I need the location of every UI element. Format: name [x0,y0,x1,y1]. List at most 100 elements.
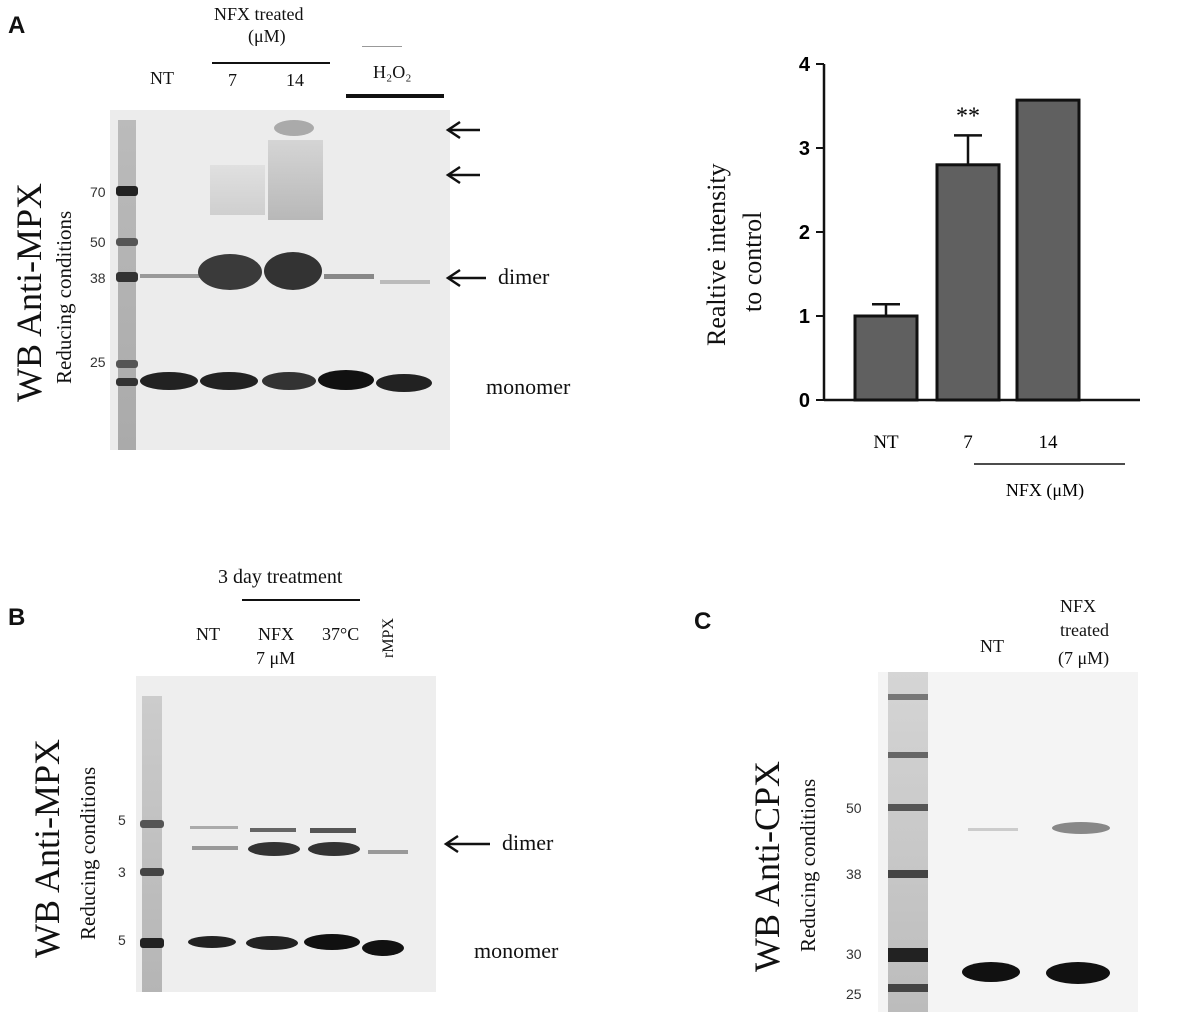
bar [935,163,1001,402]
dimer-band-nt [192,846,238,850]
panel-b-blot [136,676,436,992]
panel-b-monomer-label: monomer [474,938,559,963]
panel-c-marker-30: 30 [846,946,862,962]
monomer-band-nt [188,936,236,948]
panel-a-lane-h2o2: H₂O₂ [373,62,412,82]
panel-a-header-bar [212,62,330,64]
dimer-band-14 [264,252,322,290]
panel-b-lane-rmpx: rMPX [380,617,397,658]
panel-b-marker-3: 5 [118,932,126,948]
ladder-lane [142,696,162,992]
monomer-band-3 [262,372,316,390]
monomer-band-rmpx [362,940,404,956]
panel-a-arrows [445,120,486,288]
monomer-band-5 [376,374,432,392]
chart-ylabel-line1: Realtive intensity [702,163,731,346]
dimer-band-h2o2-2 [380,280,430,284]
ladder-band-low [116,378,138,386]
band-30-nt [962,962,1020,982]
upper-band-nt [190,826,238,829]
panel-c-marker-50: 50 [846,800,862,816]
panel-a-dimer-label: dimer [498,264,550,289]
significance-marker: ** [956,103,980,129]
panel-b-lane-nt: NT [196,624,220,644]
x-tick-label: 7 [963,432,973,453]
panel-a-conditions-label: Reducing conditions [52,210,76,384]
monomer-band-2 [200,372,258,390]
panel-c-lane-nfx-2: treated [1060,620,1109,640]
bars [853,98,1081,402]
ladder-band-mid [140,868,164,876]
panel-a-letter: A [8,12,26,39]
panel-c-wb-label: WB Anti-CPX [747,760,787,972]
chart-ylabel-line2: to control [738,211,767,312]
panel-b-marker-1: 5 [118,812,126,828]
panel-b-lane-nfx-1: NFX [258,624,295,644]
panel-a-blot [110,110,450,450]
monomer-band-37c [304,934,360,950]
panel-a-header-line2: (μM) [248,26,286,46]
panel-a-lane-14: 14 [286,70,304,90]
y-tick-label: 2 [799,222,810,244]
monomer-band-4 [318,370,374,390]
ladder-band-25 [888,984,928,992]
upper-band-37c [310,828,356,833]
panel-a-header-line1: NFX treated [214,4,304,24]
arrow-icon [445,120,486,288]
panel-b-wb-label: WB Anti-MPX [27,738,67,958]
ladder-band-70 [116,186,138,196]
dimer-band-7 [198,254,262,290]
panel-c-lane-nfx-1: NFX [1060,596,1097,616]
x-tick-labels: NT 7 14 [873,432,1058,453]
monomer-band-nfx [246,936,298,950]
panel-c-lane-nfx-3: (7 μM) [1058,648,1110,668]
panel-b-header: 3 day treatment [218,566,343,588]
panel-b-letter: B [8,604,26,631]
ladder-band-38 [116,272,138,282]
panel-a-h2o2-bar [346,94,444,98]
panel-a-marker-50: 50 [90,234,106,250]
panel-a-lane-nt: NT [150,68,174,88]
ladder-band-top [140,820,164,828]
group-label: NFX (μM) [1006,480,1084,501]
arrow-icon [443,834,490,854]
bar [1015,98,1081,402]
ladder-band-50 [116,238,138,246]
panel-c-lane-nt: NT [980,636,1004,656]
panel-c-conditions-label: Reducing conditions [796,778,820,952]
panel-b-conditions-label: Reducing conditions [76,766,100,940]
high-mw-band-14 [274,120,314,136]
band-30-nfx [1046,962,1110,984]
ladder-band-1 [888,694,928,700]
panel-a-h2o2-faint-bar [362,46,402,47]
ladder-band-low [140,938,164,948]
x-tick-label: 14 [1039,432,1059,453]
faint-band-nt [968,828,1018,831]
y-tick-label: 4 [799,54,811,76]
panel-c-marker-25: 25 [846,986,862,1002]
ladder-band-30 [888,948,928,962]
panel-c-blot [878,672,1138,1012]
panel-b-arrow [443,834,490,854]
dimer-band-37c [308,842,360,856]
smear-14 [268,140,323,220]
panel-a-marker-70: 70 [90,184,106,200]
panel-b-lane-37c: 37°C [322,624,360,644]
y-tick-label: 3 [799,138,810,160]
x-tick-label: NT [873,432,899,453]
panel-c-marker-38: 38 [846,866,862,882]
panel-a-marker-25: 25 [90,354,106,370]
panel-b-marker-2: 3 [118,864,126,880]
dimer-band-rmpx [368,850,408,854]
panel-a-wb-label: WB Anti-MPX [9,182,49,402]
panel-a-lane-7: 7 [228,70,237,90]
upper-band-nfx [250,828,296,832]
y-tick-label: 0 [799,390,810,412]
ladder-band-50 [888,804,928,811]
band-50-nfx [1052,822,1110,834]
dimer-band-h2o2-1 [324,274,374,279]
ladder-band-25 [116,360,138,368]
bar [853,314,919,402]
panel-a-monomer-label: monomer [486,374,571,399]
monomer-band-1 [140,372,198,390]
